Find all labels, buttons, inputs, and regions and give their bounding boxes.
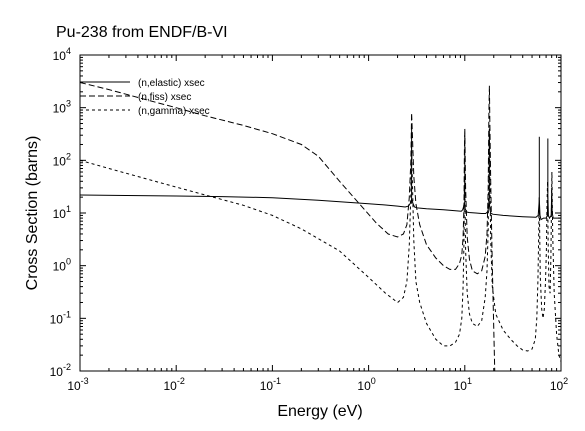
series-layer — [80, 82, 561, 371]
y-axis-label: Cross Section (barns) — [24, 136, 41, 291]
legend-label: (n,elastic) xsec — [138, 78, 205, 89]
legend-label: (n,gamma) xsec — [138, 106, 210, 117]
x-axis-label: Energy (eV) — [277, 403, 362, 420]
series-line-3 — [80, 135, 561, 362]
chart-title: Pu-238 from ENDF/B-VI — [56, 24, 228, 41]
series-line-2 — [80, 82, 496, 371]
legend: (n,elastic) xsec (n,fiss) xsec (n,gamma) x… — [80, 78, 210, 117]
legend-label: (n,fiss) xsec — [138, 92, 191, 103]
